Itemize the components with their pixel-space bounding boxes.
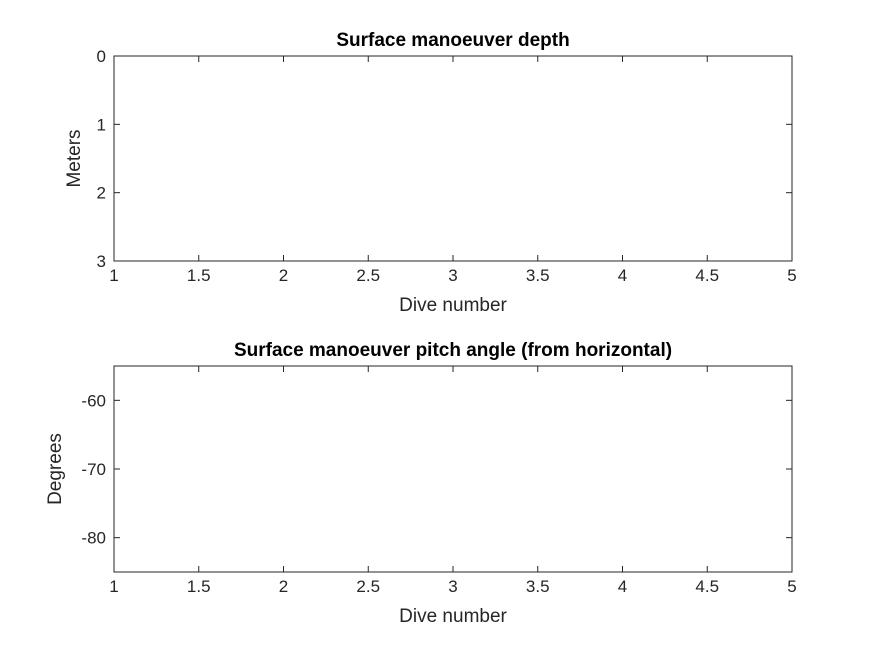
depth-y-tick-label: 0 <box>97 47 106 66</box>
depth-y-axis-label: Meters <box>64 129 85 187</box>
depth-chart-title: Surface manoeuver depth <box>336 30 569 51</box>
depth-axes-frame <box>113 55 793 262</box>
pitch-x-tick-label: 5 <box>787 577 796 596</box>
depth-x-tick-label: 1.5 <box>187 266 211 285</box>
pitch-x-axis-label: Dive number <box>399 606 507 627</box>
pitch-chart-title: Surface manoeuver pitch angle (from hori… <box>234 340 672 361</box>
pitch-x-tick-label: 1 <box>109 577 118 596</box>
pitch-x-tick-label: 1.5 <box>187 577 211 596</box>
pitch-x-tick-label: 4 <box>618 577 627 596</box>
depth-x-tick-label: 2 <box>279 266 288 285</box>
pitch-x-tick-label: 2.5 <box>356 577 380 596</box>
pitch-x-tick-label: 3.5 <box>526 577 550 596</box>
pitch-y-tick-label: -80 <box>81 529 106 548</box>
depth-y-tick-label: 2 <box>97 184 106 203</box>
pitch-y-tick-label: -70 <box>81 460 106 479</box>
pitch-y-axis-label: Degrees <box>45 433 66 505</box>
depth-y-tick-label: 3 <box>97 252 106 271</box>
depth-x-tick-label: 2.5 <box>356 266 380 285</box>
pitch-axes-frame <box>113 365 793 573</box>
depth-chart: 1 1.5 2 2.5 3 3.5 4 4.5 5 0 1 2 3 Surface manoeuver d… <box>64 30 797 316</box>
depth-x-tick-label: 4.5 <box>695 266 719 285</box>
depth-x-tick-label: 3 <box>448 266 457 285</box>
pitch-y-tick-label: -60 <box>81 391 106 410</box>
pitch-x-tick-label: 3 <box>448 577 457 596</box>
pitch-chart: 1 1.5 2 2.5 3 3.5 4 4.5 5 -80 -70 -60 Surface manoeu… <box>45 340 797 627</box>
pitch-x-tick-label: 2 <box>279 577 288 596</box>
depth-x-tick-label: 3.5 <box>526 266 550 285</box>
depth-x-tick-label: 5 <box>787 266 796 285</box>
depth-x-tick-label: 1 <box>109 266 118 285</box>
pitch-x-tick-label: 4.5 <box>695 577 719 596</box>
depth-y-tick-label: 1 <box>97 115 106 134</box>
depth-x-tick-label: 4 <box>618 266 627 285</box>
depth-x-axis-label: Dive number <box>399 295 507 316</box>
